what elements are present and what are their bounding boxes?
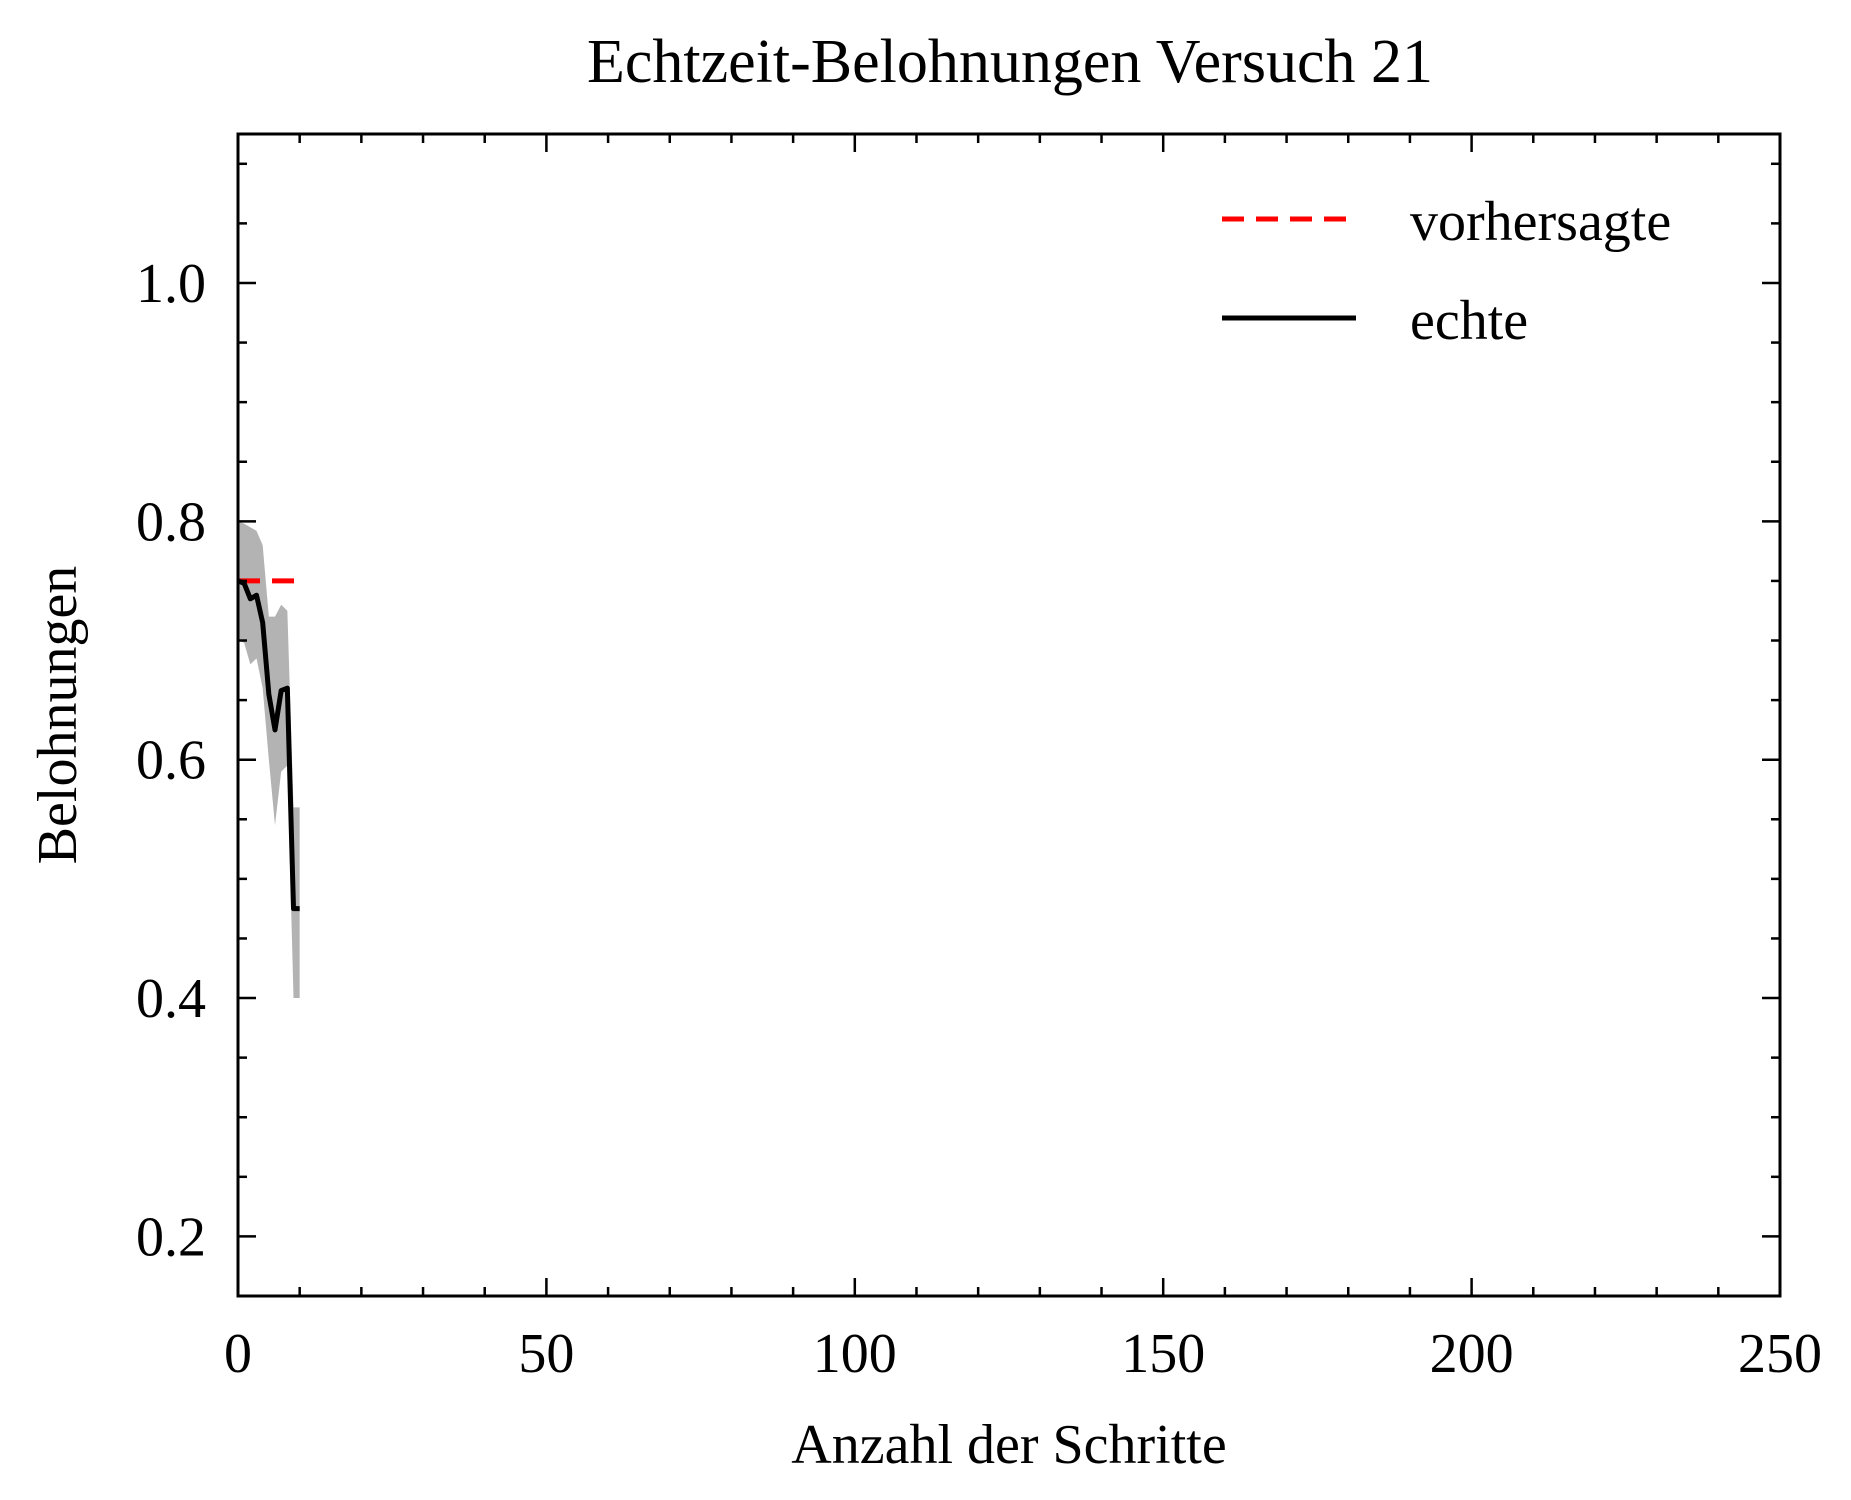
y-tick-label: 0.6 — [136, 730, 206, 792]
legend: vorhersagte echte — [1222, 191, 1671, 352]
chart-title: Echtzeit-Belohnungen Versuch 21 — [587, 28, 1433, 96]
uncertainty-band — [238, 521, 300, 999]
x-tick-label: 50 — [518, 1323, 574, 1385]
legend-label-vorhersagte: vorhersagte — [1410, 191, 1671, 253]
x-axis-label: Anzahl der Schritte — [791, 1414, 1226, 1476]
plot-frame — [236, 132, 1782, 1298]
x-tick-label: 0 — [224, 1323, 252, 1385]
legend-label-echte: echte — [1410, 290, 1528, 352]
x-tick-label: 250 — [1738, 1323, 1822, 1385]
x-tick-label: 150 — [1121, 1323, 1205, 1385]
y-tick-labels: 0.2 0.4 0.6 0.8 1.0 — [136, 253, 206, 1268]
y-tick-label: 0.2 — [136, 1206, 206, 1268]
y-tick-label: 0.4 — [136, 968, 206, 1030]
x-tick-label: 100 — [813, 1323, 897, 1385]
series-line-echte — [237, 578, 300, 912]
x-tick-labels: 0 50 100 150 200 250 — [224, 1323, 1822, 1385]
x-tick-label: 200 — [1430, 1323, 1514, 1385]
y-axis-label: Belohnungen — [27, 566, 89, 865]
tick-layer — [236, 134, 1782, 1296]
uncertainty-band-layer — [238, 521, 300, 999]
y-tick-label: 0.8 — [136, 491, 206, 553]
y-tick-label: 1.0 — [136, 253, 206, 315]
series-layer — [237, 578, 300, 912]
